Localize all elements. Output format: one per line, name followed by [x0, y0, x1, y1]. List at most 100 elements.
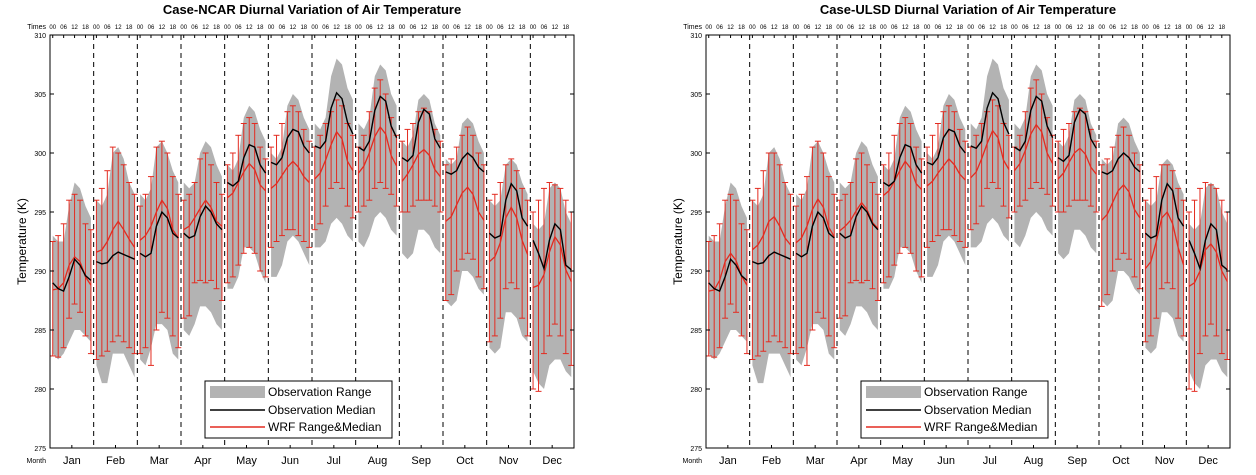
hour-tick-label: 18	[782, 25, 789, 31]
observation-range-band	[1145, 158, 1184, 354]
observation-range-band	[1058, 94, 1097, 260]
hour-tick-label: 00	[1055, 25, 1062, 31]
wrf-median-line	[270, 160, 310, 189]
month-tick-label: Dec	[1198, 455, 1218, 467]
month-tick-label: May	[236, 455, 257, 467]
hour-tick-label: 12	[1208, 25, 1215, 31]
hour-tick-label: 12	[421, 25, 428, 31]
hour-tick-label: 06	[847, 25, 854, 31]
observation-median-line	[314, 91, 354, 150]
month-tick-label: Jun	[937, 455, 955, 467]
month-tick-label: Jan	[63, 455, 81, 467]
hour-tick-label: 06	[322, 25, 329, 31]
hour-tick-label: 18	[1218, 25, 1225, 31]
top-axis-label: Times	[27, 24, 46, 31]
hour-tick-label: 18	[1000, 25, 1007, 31]
hour-tick-label: 12	[727, 25, 734, 31]
hour-tick-label: 06	[978, 25, 985, 31]
hour-tick-label: 00	[1142, 25, 1149, 31]
plot-frame	[49, 34, 575, 449]
hour-tick-label: 12	[115, 25, 122, 31]
y-tick-label: 300	[34, 151, 46, 158]
hour-tick-label: 18	[825, 25, 832, 31]
hour-tick-label: 00	[311, 25, 318, 31]
wrf-median-line	[926, 157, 966, 187]
hour-tick-label: 18	[738, 25, 745, 31]
wrf-median-line	[1013, 123, 1054, 172]
hour-tick-label: 18	[956, 25, 963, 31]
observation-range-band	[402, 94, 441, 260]
observation-median-line	[926, 128, 966, 166]
y-tick-label: 275	[690, 446, 702, 453]
hour-tick-label: 12	[946, 25, 953, 31]
hour-tick-label: 06	[410, 25, 417, 31]
wrf-median-line	[532, 235, 572, 289]
y-tick-label: 310	[690, 33, 702, 40]
hour-tick-label: 00	[180, 25, 187, 31]
hour-tick-label: 06	[104, 25, 111, 31]
y-tick-label: 295	[34, 210, 46, 217]
legend: Observation Range Observation Median WRF R…	[860, 380, 1049, 439]
wrf-median-line	[401, 148, 441, 182]
hour-tick-label: 18	[126, 25, 133, 31]
hour-tick-label: 06	[1066, 25, 1073, 31]
month-tick-label: Oct	[456, 455, 473, 467]
hour-tick-label: 18	[431, 25, 438, 31]
y-tick-label: 305	[690, 92, 702, 99]
month-tick-label: Aug	[1024, 455, 1044, 467]
hour-tick-label: 12	[333, 25, 340, 31]
y-axis-label: Temperature (K)	[15, 198, 29, 285]
chart-panel-ncar: Case-NCAR Diurnal Variation of Air Tempe…	[0, 0, 600, 475]
observation-median-line	[970, 91, 1010, 150]
observation-range-band	[52, 182, 91, 360]
observation-range-band	[96, 147, 135, 384]
hour-tick-label: 00	[924, 25, 931, 31]
month-tick-label: May	[892, 455, 913, 467]
hour-tick-label: 18	[519, 25, 526, 31]
hour-tick-label: 18	[257, 25, 264, 31]
hour-tick-label: 06	[1022, 25, 1029, 31]
legend-label: Observation Range	[268, 385, 372, 399]
hour-tick-label: 06	[891, 25, 898, 31]
hour-tick-label: 06	[235, 25, 242, 31]
observation-median-line	[270, 128, 310, 166]
wrf-median-line	[970, 129, 1010, 179]
observation-median-line	[839, 204, 879, 239]
top-axis-label: Times	[683, 24, 702, 31]
observation-median-line	[52, 257, 92, 293]
hour-tick-label: 00	[137, 25, 144, 31]
month-tick-label: Dec	[542, 455, 562, 467]
wrf-median-line	[357, 125, 398, 174]
plot-frame	[705, 34, 1231, 449]
hour-tick-label: 12	[246, 25, 253, 31]
legend-label: WRF Range&Median	[924, 420, 1037, 434]
month-tick-label: Mar	[150, 455, 169, 467]
hour-tick-label: 06	[716, 25, 723, 31]
hour-tick-label: 12	[71, 25, 78, 31]
month-tick-label: Mar	[806, 455, 825, 467]
wrf-median-line	[1101, 183, 1141, 221]
hour-tick-label: 00	[880, 25, 887, 31]
wrf-median-line	[1188, 242, 1228, 287]
hour-tick-label: 00	[486, 25, 493, 31]
hour-tick-label: 12	[290, 25, 297, 31]
month-tick-label: Oct	[1112, 455, 1129, 467]
hour-tick-label: 06	[1109, 25, 1116, 31]
observation-median-line	[96, 251, 135, 265]
wrf-median-line	[795, 197, 835, 244]
hour-tick-label: 12	[159, 25, 166, 31]
observation-median-line	[795, 210, 835, 258]
y-tick-label: 290	[34, 269, 46, 276]
month-tick-label: Feb	[106, 455, 125, 467]
observation-median-line	[752, 251, 791, 265]
hour-tick-label: 12	[771, 25, 778, 31]
hour-tick-label: 12	[1164, 25, 1171, 31]
y-tick-label: 295	[690, 210, 702, 217]
wrf-median-line	[751, 215, 792, 251]
observation-range-band	[489, 158, 528, 354]
month-tick-label: Jan	[719, 455, 737, 467]
hour-tick-label: 00	[967, 25, 974, 31]
hour-tick-label: 18	[388, 25, 395, 31]
legend-label: WRF Range&Median	[268, 420, 381, 434]
chart-title: Case-ULSD Diurnal Variation of Air Tempe…	[820, 2, 1116, 17]
